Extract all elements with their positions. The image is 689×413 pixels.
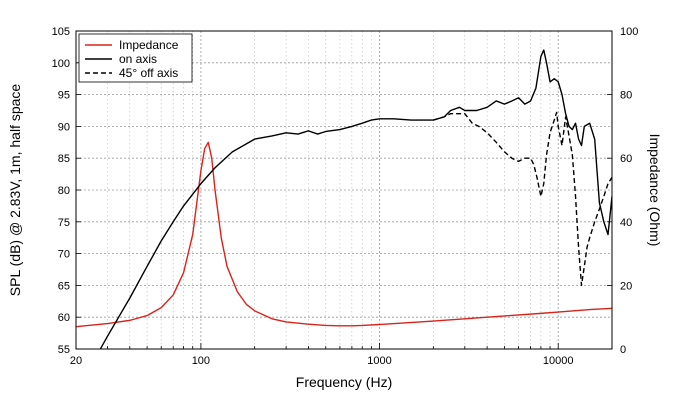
y-right-tick-label: 60 <box>620 153 632 165</box>
y-left-tick-label: 80 <box>58 185 70 197</box>
legend-label-off-axis: 45° off axis <box>119 66 178 80</box>
y-left-tick-label: 75 <box>58 217 70 229</box>
legend-label-on-axis: on axis <box>119 52 157 66</box>
y-right-tick-label: 100 <box>620 26 638 38</box>
y-left-tick-label: 100 <box>52 58 70 70</box>
y-axis-left-title: SPL (dB) @ 2.83V, 1m, half space <box>7 84 23 297</box>
legend-box <box>78 33 193 83</box>
y-left-tick-label: 70 <box>58 249 70 261</box>
y-right-tick-label: 0 <box>620 344 626 356</box>
x-tick-label: 20 <box>70 355 82 367</box>
y-left-tick-label: 85 <box>58 153 70 165</box>
y-left-tick-label: 105 <box>52 26 70 38</box>
y-left-tick-label: 65 <box>58 280 70 292</box>
x-tick-label: 10000 <box>543 355 574 367</box>
y-left-tick-label: 55 <box>58 344 70 356</box>
spl-on-axis-curve <box>99 49 612 349</box>
x-axis-title: Frequency (Hz) <box>296 374 392 390</box>
x-tick-label: 100 <box>192 355 210 367</box>
legend: Impedance on axis 45° off axis <box>78 33 193 83</box>
y-left-tick-label: 60 <box>58 312 70 324</box>
legend-label-impedance: Impedance <box>119 38 179 52</box>
y-right-tick-label: 40 <box>620 217 632 229</box>
x-tick-label: 1000 <box>367 355 391 367</box>
y-axis-right-title: Impedance (Ohm) <box>647 134 663 247</box>
y-right-tick-label: 80 <box>620 90 632 102</box>
spl-off-axis-curve <box>433 111 612 287</box>
impedance-curve <box>76 141 612 328</box>
y-left-tick-label: 95 <box>58 90 70 102</box>
y-left-tick-label: 90 <box>58 121 70 133</box>
y-right-tick-label: 20 <box>620 280 632 292</box>
ticks: 55 60 65 70 75 80 85 90 95 100 105 0 20 40 60 80 100 20 10… <box>52 26 639 367</box>
series-layer <box>76 49 612 349</box>
